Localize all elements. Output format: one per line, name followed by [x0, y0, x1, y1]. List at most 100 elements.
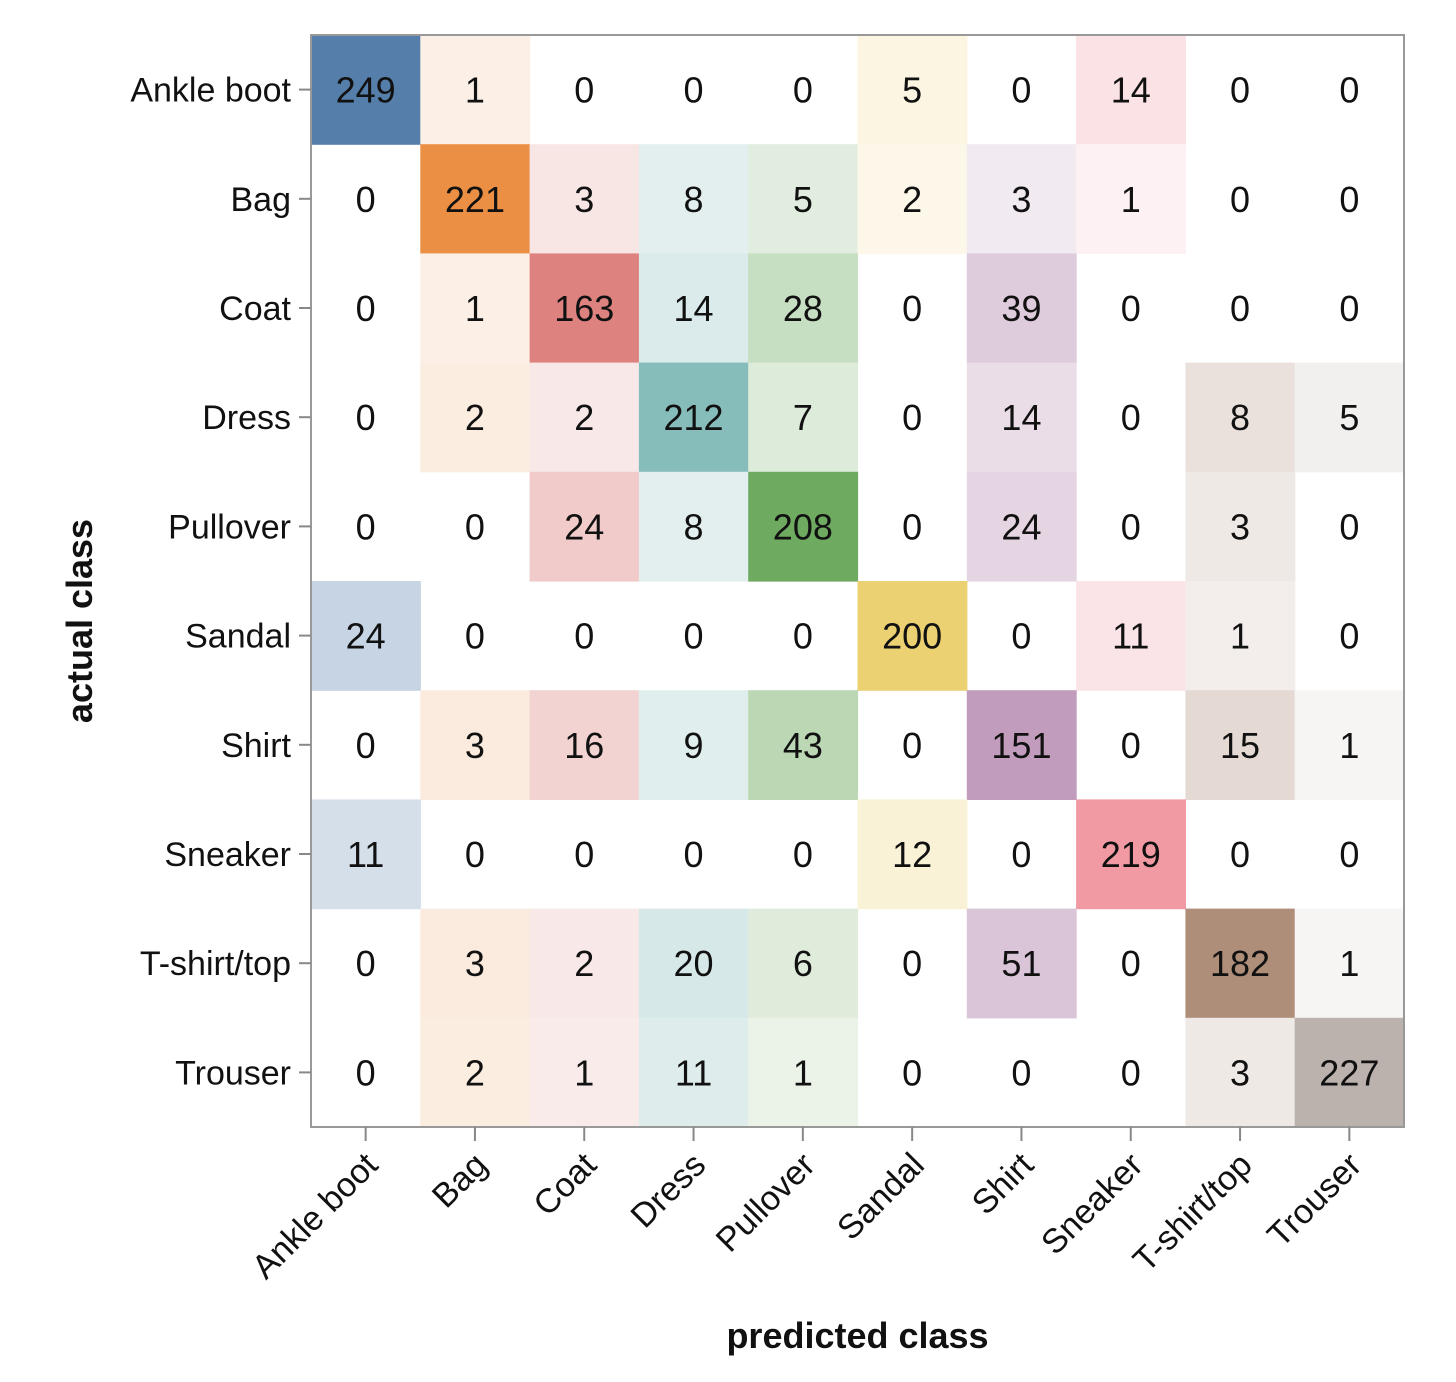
- cell-label-dress-sneaker: 0: [1121, 397, 1141, 438]
- cell-label-sandal-shirt: 0: [1011, 616, 1031, 657]
- y-tick-label-sneaker: Sneaker: [164, 836, 291, 874]
- cell-t-shirt-top-pullover: [748, 908, 859, 1019]
- cell-label-pullover-t-shirt-top: 3: [1230, 506, 1250, 547]
- x-tick-label-ankle-boot: Ankle boot: [245, 1145, 386, 1286]
- cell-trouser-bag: [420, 1017, 531, 1128]
- cell-label-trouser-ankle-boot: 0: [356, 1052, 376, 1093]
- cell-label-sneaker-trouser: 0: [1339, 834, 1359, 875]
- cell-label-bag-dress: 8: [684, 179, 704, 220]
- cell-trouser-dress: [638, 1017, 749, 1128]
- cell-label-coat-trouser: 0: [1339, 288, 1359, 329]
- cell-label-t-shirt-top-trouser: 1: [1339, 943, 1359, 984]
- cell-label-pullover-sandal: 0: [902, 506, 922, 547]
- cell-bag-bag: [420, 144, 531, 254]
- cell-sneaker-sandal: [857, 799, 968, 910]
- cell-label-bag-trouser: 0: [1339, 179, 1359, 220]
- cell-pullover-coat: [529, 471, 640, 582]
- cell-shirt-trouser: [1294, 690, 1405, 800]
- cell-label-sneaker-dress: 0: [684, 834, 704, 875]
- cell-label-coat-dress: 14: [674, 288, 714, 329]
- cell-label-sneaker-bag: 0: [465, 834, 485, 875]
- y-tick-label-ankle-boot: Ankle boot: [130, 72, 291, 110]
- cell-label-t-shirt-top-sandal: 0: [902, 943, 922, 984]
- cell-label-sandal-coat: 0: [574, 616, 594, 657]
- cell-label-coat-pullover: 28: [783, 288, 823, 329]
- cell-label-sneaker-sandal: 12: [892, 834, 932, 875]
- cell-shirt-shirt: [966, 690, 1077, 800]
- y-axis: Ankle boot Bag Coat Dress Pullover Sandal Shir…: [130, 72, 311, 1092]
- cell-label-shirt-pullover: 43: [783, 725, 823, 766]
- cell-label-dress-shirt: 14: [1001, 397, 1041, 438]
- cell-label-pullover-bag: 0: [465, 506, 485, 547]
- cell-label-coat-sandal: 0: [902, 288, 922, 329]
- cell-label-trouser-t-shirt-top: 3: [1230, 1052, 1250, 1093]
- x-tick-label-trouser: Trouser: [1260, 1146, 1369, 1255]
- cell-label-ankle-boot-dress: 0: [684, 70, 704, 111]
- cell-label-trouser-pullover: 1: [793, 1052, 813, 1093]
- cell-label-ankle-boot-trouser: 0: [1339, 70, 1359, 111]
- x-tick-label-sandal: Sandal: [830, 1146, 932, 1248]
- cell-trouser-pullover: [748, 1017, 859, 1128]
- cell-shirt-pullover: [748, 690, 859, 800]
- x-tick-label-bag: Bag: [425, 1146, 495, 1216]
- cell-label-ankle-boot-shirt: 0: [1011, 70, 1031, 111]
- cell-label-shirt-t-shirt-top: 15: [1220, 725, 1260, 766]
- cell-ankle-boot-bag: [420, 35, 531, 145]
- cell-label-sneaker-ankle-boot: 11: [347, 834, 384, 875]
- cell-label-coat-coat: 163: [554, 288, 614, 329]
- cell-label-dress-sandal: 0: [902, 397, 922, 438]
- cell-label-t-shirt-top-sneaker: 0: [1121, 943, 1141, 984]
- x-tick-label-pullover: Pullover: [709, 1146, 823, 1260]
- cell-label-ankle-boot-coat: 0: [574, 70, 594, 111]
- cell-shirt-dress: [638, 690, 749, 800]
- cell-bag-coat: [529, 144, 640, 254]
- cell-coat-dress: [638, 253, 749, 364]
- cell-label-bag-shirt: 3: [1011, 179, 1031, 220]
- cell-coat-pullover: [748, 253, 859, 364]
- cell-label-bag-ankle-boot: 0: [356, 179, 376, 220]
- cell-label-shirt-sneaker: 0: [1121, 725, 1141, 766]
- cell-label-ankle-boot-pullover: 0: [793, 70, 813, 111]
- cell-label-pullover-sneaker: 0: [1121, 506, 1141, 547]
- cell-label-bag-bag: 221: [445, 179, 505, 220]
- cell-label-trouser-trouser: 227: [1319, 1052, 1379, 1093]
- cell-label-sneaker-coat: 0: [574, 834, 594, 875]
- cell-t-shirt-top-shirt: [966, 908, 1077, 1019]
- cell-trouser-coat: [529, 1017, 640, 1128]
- cell-label-sandal-sneaker: 11: [1112, 616, 1149, 657]
- y-tick-label-coat: Coat: [219, 290, 291, 328]
- heatmap-cell-labels: 249 1 0 0 0 5 0 14 0 00 221 3 8 5 2 3 1 0 00 1 163 14 28 0 39 0 0 0…: [336, 70, 1380, 1094]
- cell-label-bag-coat: 3: [574, 179, 594, 220]
- cell-label-sneaker-sneaker: 219: [1101, 834, 1161, 875]
- cell-label-t-shirt-top-dress: 20: [674, 943, 714, 984]
- cell-label-coat-t-shirt-top: 0: [1230, 288, 1250, 329]
- cell-label-coat-shirt: 39: [1001, 288, 1041, 329]
- cell-label-ankle-boot-sneaker: 14: [1111, 70, 1151, 111]
- cell-label-dress-ankle-boot: 0: [356, 397, 376, 438]
- cell-label-pullover-trouser: 0: [1339, 506, 1359, 547]
- cell-label-sandal-bag: 0: [465, 616, 485, 657]
- cell-label-sandal-ankle-boot: 24: [346, 616, 386, 657]
- cell-label-sandal-pullover: 0: [793, 616, 813, 657]
- y-tick-label-shirt: Shirt: [221, 727, 291, 765]
- cell-label-dress-t-shirt-top: 8: [1230, 397, 1250, 438]
- cell-sandal-ankle-boot: [311, 581, 421, 691]
- cell-pullover-dress: [638, 471, 749, 582]
- cell-label-t-shirt-top-t-shirt-top: 182: [1210, 943, 1270, 984]
- cell-trouser-trouser: [1294, 1017, 1405, 1128]
- cell-sandal-sneaker: [1076, 581, 1186, 691]
- x-tick-label-t-shirt-top: T-shirt/top: [1126, 1146, 1260, 1280]
- cell-label-shirt-shirt: 151: [991, 725, 1051, 766]
- cell-label-sneaker-shirt: 0: [1011, 834, 1031, 875]
- cell-sneaker-sneaker: [1076, 799, 1186, 910]
- cell-ankle-boot-sandal: [857, 35, 968, 145]
- cell-coat-coat: [529, 253, 640, 364]
- cell-label-dress-dress: 212: [664, 397, 724, 438]
- cell-coat-shirt: [966, 253, 1077, 364]
- cell-sandal-sandal: [857, 581, 968, 691]
- cell-label-shirt-bag: 3: [465, 725, 485, 766]
- cell-label-ankle-boot-t-shirt-top: 0: [1230, 70, 1250, 111]
- cell-bag-sandal: [857, 144, 968, 254]
- cell-label-trouser-sneaker: 0: [1121, 1052, 1141, 1093]
